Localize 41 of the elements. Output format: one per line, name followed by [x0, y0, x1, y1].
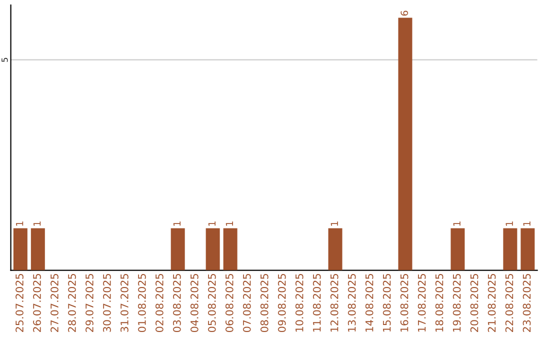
x-tick-label: 26.07.2025	[33, 274, 41, 332]
y-tick-label: 5	[2, 58, 8, 62]
data-label: 1	[226, 222, 234, 226]
x-tick-label: 31.07.2025	[120, 274, 128, 332]
data-label: 1	[330, 222, 338, 226]
x-tick-label: 18.08.2025	[435, 274, 444, 332]
x-tick-label: 11.08.2025	[312, 274, 321, 332]
x-tick-label: 28.07.2025	[68, 274, 76, 332]
x-tick-label: 09.08.2025	[278, 274, 286, 332]
x-tick-label: 01.08.2025	[138, 274, 146, 332]
x-tick-label: 23.08.2025	[522, 274, 531, 332]
x-tick-label: 10.08.2025	[295, 274, 304, 332]
x-tick-label: 08.08.2025	[260, 274, 268, 332]
x-tick-label: 16.08.2025	[400, 274, 408, 332]
x-tick-label: 15.08.2025	[382, 274, 391, 332]
x-tick-label: 02.08.2025	[155, 274, 164, 332]
x-tick-label: 07.08.2025	[242, 274, 251, 332]
data-label: 1	[34, 222, 41, 226]
data-label: 1	[16, 222, 24, 226]
x-tick-label: 29.07.2025	[86, 274, 94, 332]
x-tick-label: 03.08.2025	[172, 274, 181, 332]
data-label: 1	[208, 222, 216, 226]
x-tick-label: 22.08.2025	[505, 274, 514, 332]
data-label: 1	[506, 222, 513, 226]
x-tick-label: 04.08.2025	[190, 274, 198, 332]
x-tick-label: 21.08.2025	[488, 274, 496, 332]
x-tick-label: 25.07.2025	[16, 274, 24, 332]
data-label: 1	[523, 222, 530, 226]
x-tick-label: 20.08.2025	[470, 274, 478, 332]
x-tick-label: 12.08.2025	[330, 274, 338, 332]
x-tick-label: 05.08.2025	[208, 274, 216, 332]
x-tick-label: 30.07.2025	[103, 274, 111, 332]
x-tick-label: 27.07.2025	[50, 274, 58, 332]
x-tick-label: 14.08.2025	[365, 274, 374, 332]
x-tick-label: 17.08.2025	[418, 274, 426, 332]
x-tick-label: 06.08.2025	[225, 274, 234, 332]
data-label: 1	[453, 222, 460, 226]
x-tick-label: 13.08.2025	[348, 274, 356, 332]
data-label: 1	[173, 222, 181, 226]
data-label: 6	[400, 10, 408, 16]
x-tick-label: 19.08.2025	[452, 274, 461, 332]
